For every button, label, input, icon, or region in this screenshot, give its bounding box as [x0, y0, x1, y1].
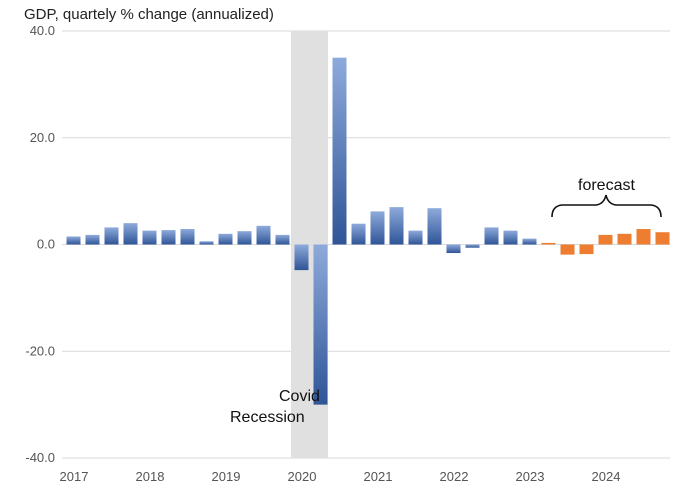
gdp-bar: [408, 230, 423, 245]
chart-title: GDP, quartely % change (annualized): [24, 6, 274, 23]
gdp-bar: [313, 244, 328, 405]
gdp-bar: [332, 57, 347, 245]
gdp-bar: [256, 225, 271, 245]
forecast-bar: [560, 244, 575, 255]
x-tick-label: 2018: [136, 469, 165, 484]
gdp-bar: [123, 223, 138, 245]
gdp-bar: [294, 244, 309, 271]
gdp-bar: [218, 233, 233, 245]
covid-annotation-line1: Covid: [279, 388, 320, 405]
y-tick-label: 40.0: [30, 23, 55, 38]
x-tick-label: 2019: [212, 469, 241, 484]
gdp-bar: [237, 231, 252, 245]
gdp-bar: [85, 234, 100, 245]
forecast-annotation: forecast: [578, 177, 635, 194]
x-tick-label: 2024: [592, 469, 621, 484]
gdp-bar: [199, 241, 214, 245]
forecast-bar: [617, 233, 632, 245]
gdp-bar: [66, 236, 81, 245]
gdp-bar: [351, 223, 366, 245]
bars-group: [66, 57, 670, 405]
x-axis-ticks: 2017 2018 2019 2020 2021 2022 2023 2024: [60, 469, 621, 484]
x-tick-label: 2021: [364, 469, 393, 484]
gdp-bar: [465, 244, 480, 248]
forecast-bar: [598, 234, 613, 245]
gdp-bar: [180, 229, 195, 245]
gdp-bar: [446, 244, 461, 254]
forecast-bar: [541, 242, 556, 245]
y-tick-label: -20.0: [25, 343, 55, 358]
y-axis-ticks: -40.0 -20.0 0.0 20.0 40.0: [25, 23, 55, 465]
gdp-bar: [503, 230, 518, 245]
x-tick-label: 2020: [288, 469, 317, 484]
y-tick-label: 0.0: [37, 237, 55, 252]
x-tick-label: 2023: [516, 469, 545, 484]
gdp-bar: [427, 208, 442, 245]
forecast-bar: [579, 244, 594, 255]
gdp-bar: [161, 230, 176, 245]
gdp-bar: [142, 230, 157, 245]
gdp-bar: [522, 238, 537, 245]
gdp-bar: [389, 207, 404, 245]
y-tick-label: 20.0: [30, 130, 55, 145]
covid-annotation-line2: Recession: [230, 409, 305, 426]
gdp-bar: [370, 211, 385, 245]
forecast-bar: [636, 229, 651, 245]
y-tick-label: -40.0: [25, 450, 55, 465]
forecast-bar: [655, 232, 670, 245]
x-tick-label: 2022: [440, 469, 469, 484]
gdp-bar: [104, 227, 119, 245]
forecast-brace: [551, 194, 662, 218]
x-tick-label: 2017: [60, 469, 89, 484]
gdp-bar: [484, 227, 499, 245]
gdp-bar: [275, 234, 290, 245]
